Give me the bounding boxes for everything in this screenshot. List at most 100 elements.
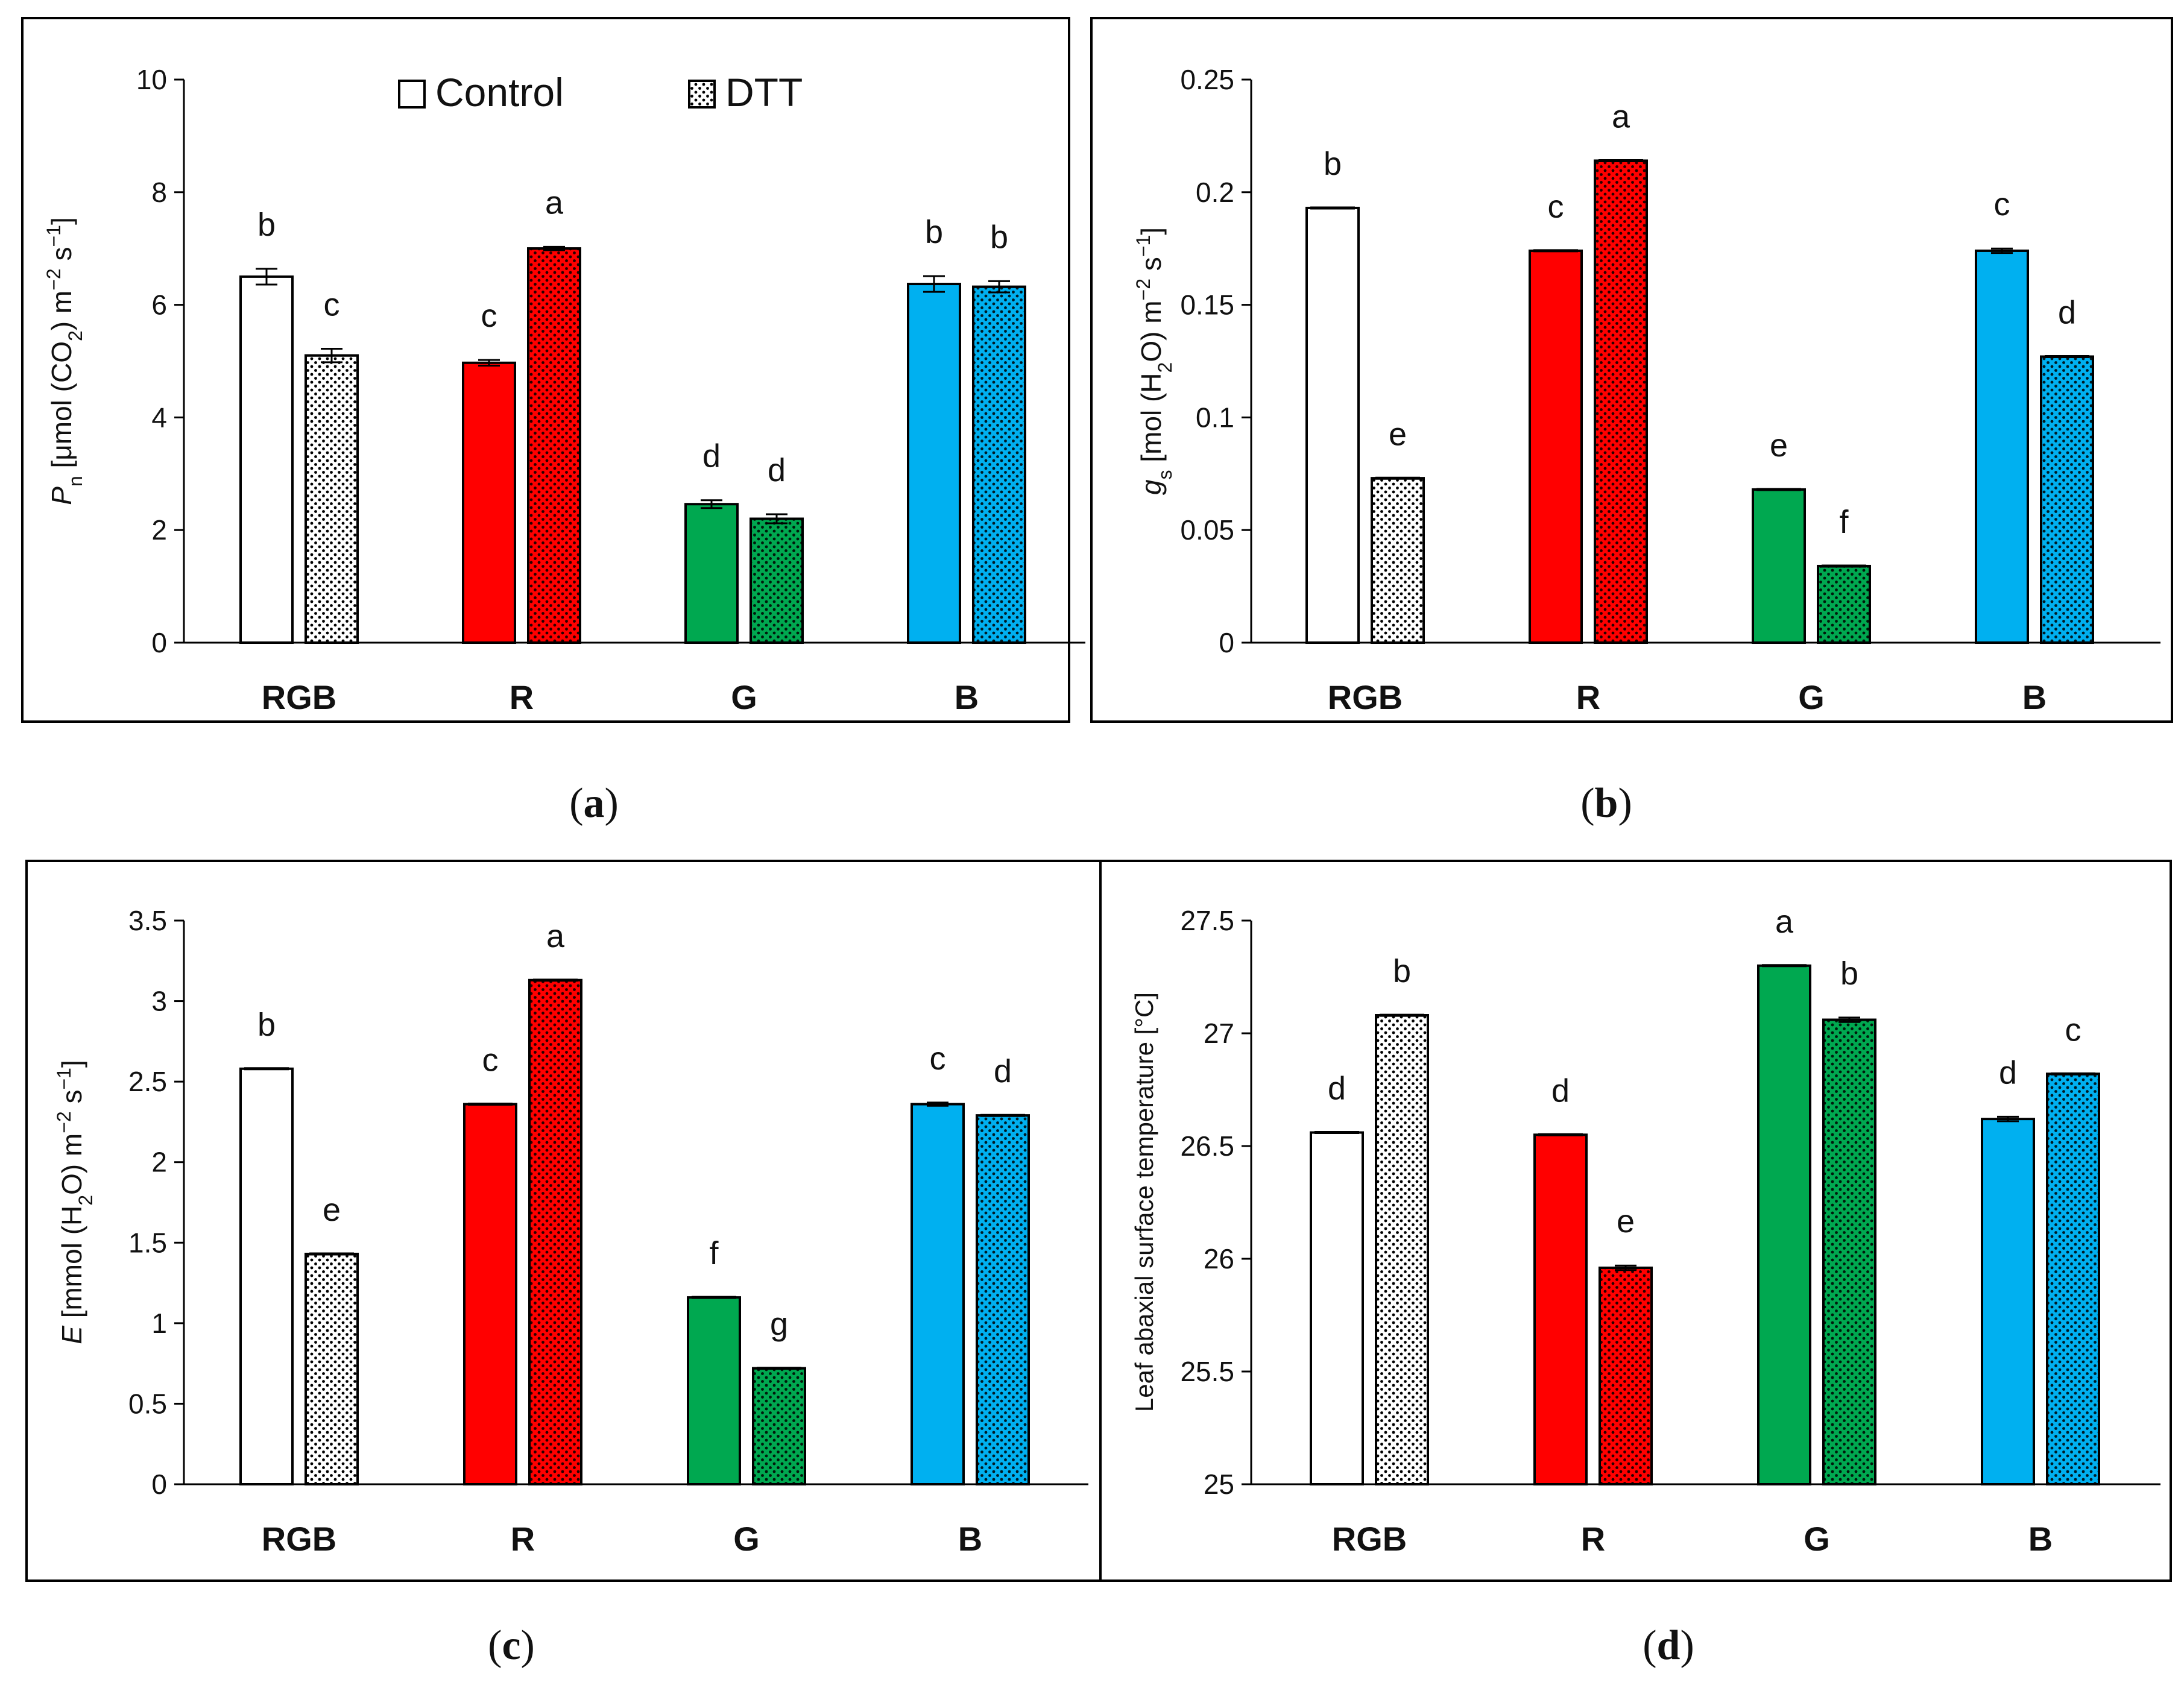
bar-R-control [1529, 249, 1583, 644]
caption-part: ( [1643, 1622, 1656, 1669]
y-tick-label: 0.1 [1196, 402, 1234, 433]
y-tick-label: 1 [151, 1308, 167, 1339]
category-label-B: B [2028, 1520, 2053, 1558]
y-tick-label: 8 [151, 177, 167, 208]
bar-B-control [911, 1103, 965, 1485]
bar-G-dtt-pattern [750, 517, 804, 644]
significance-letter: c [930, 1041, 946, 1077]
category-label-G: G [1798, 678, 1825, 716]
caption-part: ) [605, 780, 619, 827]
category-label-G: G [733, 1520, 760, 1558]
significance-letter: c [2065, 1012, 2081, 1048]
caption-part: ( [488, 1622, 502, 1669]
bar-RGB-dtt-pattern [1371, 477, 1425, 644]
category-label-RGB: RGB [262, 1520, 336, 1558]
bar-RGB-dtt-pattern [1375, 1014, 1429, 1485]
legend-swatch-dtt-pattern [688, 80, 716, 109]
y-tick-label: 0.25 [1180, 64, 1234, 95]
bar-R-dtt-pattern [528, 978, 582, 1486]
category-label-R: R [1581, 1520, 1605, 1558]
bar-G-dtt-pattern [752, 1367, 806, 1486]
y-axis-label-part: 2 [75, 1195, 96, 1206]
significance-letter: b [1840, 956, 1858, 992]
significance-letter: e [1617, 1203, 1635, 1239]
y-axis-label-part: ) m [46, 291, 77, 330]
bar-R-dtt-pattern [1599, 1266, 1653, 1485]
bar-RGB-control [239, 1067, 294, 1486]
significance-letter: a [546, 918, 565, 954]
y-axis-label-part: O) m [56, 1133, 87, 1195]
caption-part: b [1595, 780, 1618, 827]
y-axis-label-part: s [1135, 257, 1167, 279]
category-label-R: R [511, 1520, 535, 1558]
y-axis-label-part: −1 [53, 1068, 75, 1089]
panel-d: 25 25.5 26 26.5 27 27.5 Leaf abaxial surface t… [1099, 860, 2172, 1669]
bar-G-control [687, 1296, 741, 1485]
significance-letter: b [990, 219, 1008, 255]
significance-letter: b [1393, 953, 1411, 989]
legend: Control DTT [398, 70, 803, 115]
bar-B-dtt-pattern [976, 1114, 1030, 1485]
significance-letter: b [1324, 146, 1342, 182]
bar-G-control [1752, 488, 1806, 644]
y-axis-label-part: E [56, 1325, 87, 1344]
panel-c: 00.511.522.533.5E [mmol (H2O) m−2 s−1]be… [25, 860, 1102, 1669]
significance-letter: e [323, 1192, 341, 1228]
y-tick-label: 27.5 [1180, 905, 1234, 936]
y-tick-label: 0.5 [128, 1388, 167, 1419]
panel-frame [1090, 17, 2173, 723]
bar-R-control [1533, 1133, 1588, 1486]
y-axis-label: gs [mol (H2O) m−2 s−1] [1132, 227, 1176, 495]
significance-letter: d [1551, 1072, 1570, 1109]
bar-RGB-dtt-pattern [305, 1252, 359, 1485]
significance-letter: b [925, 214, 943, 250]
category-label-R: R [1576, 678, 1600, 716]
y-axis-label-part: −1 [43, 225, 65, 247]
category-label-R: R [510, 678, 534, 716]
legend-swatch-control [398, 80, 426, 109]
significance-letter: g [770, 1306, 788, 1343]
significance-letter: c [481, 298, 497, 334]
caption-part: c [502, 1622, 520, 1669]
y-axis-label-part: P [46, 487, 77, 505]
category-label-RGB: RGB [1328, 678, 1403, 716]
category-label-G: G [1804, 1520, 1830, 1558]
panel-caption: (d) [1643, 1622, 1694, 1669]
bar-RGB-control [1305, 206, 1360, 644]
legend-label-control: Control [435, 70, 564, 115]
significance-letter: e [1770, 427, 1788, 464]
significance-letter: e [1389, 416, 1407, 452]
panel-frame [21, 17, 1070, 723]
category-label-G: G [731, 678, 757, 716]
y-axis-label-part: 2 [1154, 362, 1176, 373]
significance-letter: d [2058, 295, 2076, 331]
category-label-RGB: RGB [1332, 1520, 1407, 1558]
y-tick-label: 0 [1219, 627, 1234, 658]
y-axis-label-part: ] [46, 217, 77, 225]
significance-letter: f [1839, 504, 1849, 540]
bar-R-dtt-pattern [527, 247, 581, 644]
y-axis-label-part: [mmol (H [56, 1206, 87, 1326]
caption-part: ( [1580, 780, 1594, 827]
y-axis-label-part: [μmol (CO [46, 341, 77, 476]
y-tick-label: 2.5 [128, 1066, 167, 1097]
panel-caption: (b) [1580, 780, 1632, 827]
bar-G-dtt-pattern [1822, 1018, 1876, 1486]
y-axis-label-part: −2 [43, 268, 65, 290]
bar-B-dtt-pattern [972, 285, 1026, 644]
significance-letter: d [768, 452, 786, 488]
significance-letter: d [1999, 1054, 2017, 1091]
bar-RGB-control [1310, 1131, 1364, 1486]
caption-part: d [1657, 1622, 1681, 1669]
significance-letter: a [1612, 98, 1630, 134]
bar-B-control [1975, 249, 2029, 644]
caption-part: ) [521, 1622, 535, 1669]
y-axis-label-part: ] [1135, 227, 1167, 235]
category-label-B: B [2022, 678, 2047, 716]
significance-letter: c [1994, 186, 2010, 222]
y-tick-label: 4 [151, 402, 167, 433]
y-axis-label-part: O) m [1135, 300, 1167, 362]
